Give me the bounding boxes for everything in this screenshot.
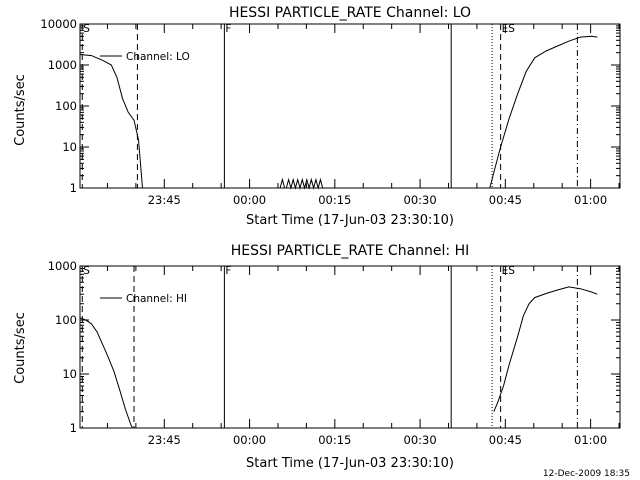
x-tick-label: 23:45	[148, 193, 181, 207]
y-tick-label: 100	[55, 99, 77, 113]
chart-title: HESSI PARTICLE_RATE Channel: LO	[229, 5, 471, 21]
x-tick-label: 00:15	[318, 433, 351, 447]
y-tick-label: 1	[70, 181, 77, 195]
event-marker-label: S	[83, 23, 90, 35]
y-tick-label: 1000	[48, 259, 77, 273]
y-axis-label: Counts/sec	[13, 74, 28, 146]
y-tick-label: 1	[70, 421, 77, 435]
plot-frame	[79, 23, 621, 189]
chart-panel-hi: HESSI PARTICLE_RATE Channel: HI Start Ti…	[13, 243, 621, 471]
event-marker-label: ES	[502, 23, 516, 35]
y-tick-label: 1000	[48, 58, 77, 72]
series-line	[79, 54, 143, 189]
event-marker-label: F	[225, 265, 231, 277]
series-line	[279, 177, 324, 190]
chart-title: HESSI PARTICLE_RATE Channel: HI	[231, 243, 469, 259]
x-tick-label: 01:00	[574, 433, 607, 447]
series-line	[493, 286, 598, 412]
legend-label: Channel: HI	[126, 293, 187, 305]
x-tick-label: 00:45	[489, 193, 522, 207]
x-tick-label: 00:00	[233, 193, 266, 207]
event-marker-label: ES	[502, 265, 516, 277]
generation-timestamp: 12-Dec-2009 18:35	[543, 469, 630, 479]
x-axis-label: Start Time (17-Jun-03 23:30:10)	[246, 456, 454, 471]
x-tick-label: 00:30	[404, 433, 437, 447]
x-tick-label: 00:30	[404, 193, 437, 207]
plot-frame	[79, 265, 621, 429]
x-tick-label: 00:00	[233, 433, 266, 447]
y-tick-label: 10000	[40, 17, 77, 31]
chart-panel-lo: HESSI PARTICLE_RATE Channel: LO Start Ti…	[13, 5, 621, 228]
y-tick-label: 10	[62, 367, 77, 381]
x-tick-label: 01:00	[574, 193, 607, 207]
y-axis-label: Counts/sec	[13, 312, 28, 384]
series-line	[79, 317, 134, 429]
legend-label: Channel: LO	[126, 51, 190, 63]
event-marker-label: S	[83, 265, 90, 277]
x-tick-label: 00:15	[318, 193, 351, 207]
event-marker-label: F	[225, 23, 231, 35]
x-tick-label: 23:45	[148, 433, 181, 447]
y-tick-label: 100	[55, 313, 77, 327]
x-tick-label: 00:45	[489, 433, 522, 447]
y-tick-label: 10	[62, 140, 77, 154]
series-line	[489, 35, 598, 189]
x-axis-label: Start Time (17-Jun-03 23:30:10)	[246, 213, 454, 228]
